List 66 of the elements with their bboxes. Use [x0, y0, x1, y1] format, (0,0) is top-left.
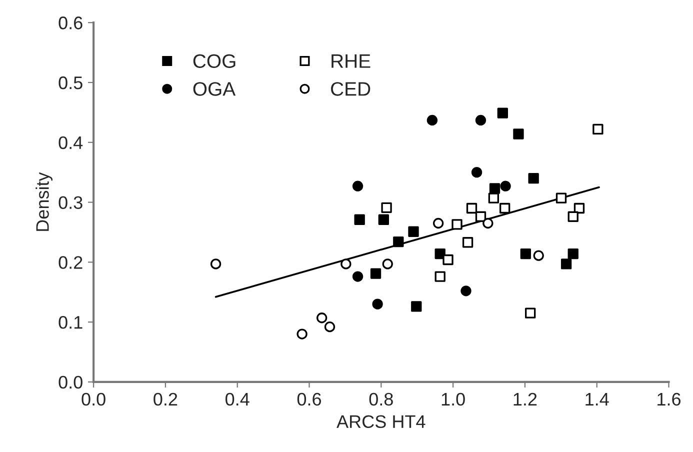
point [513, 128, 524, 140]
y-tick-label: 0.4 [58, 136, 83, 150]
point [452, 219, 462, 230]
point [352, 180, 364, 192]
y-tick-label: 0.5 [58, 76, 82, 90]
point [475, 211, 486, 222]
point [432, 218, 444, 229]
point [381, 202, 392, 213]
x-tick-label: 1.0 [442, 392, 465, 406]
point [354, 214, 365, 225]
legend-label: CED [331, 82, 370, 96]
point [560, 258, 572, 270]
point [393, 236, 404, 248]
point [568, 211, 578, 222]
y-tick-label: 0.3 [58, 196, 82, 209]
point [352, 271, 364, 282]
point [370, 268, 382, 279]
point [471, 166, 482, 178]
point [382, 258, 393, 270]
x-tick-label: 1.2 [514, 392, 537, 406]
point [500, 180, 511, 192]
x-tick-label: 0.2 [154, 392, 178, 406]
y-axis-title: Density [36, 172, 52, 231]
point [497, 108, 508, 118]
y-tick-label: 0.1 [58, 316, 82, 329]
point [434, 271, 446, 282]
point [408, 226, 419, 237]
point [442, 254, 454, 266]
point [372, 298, 383, 310]
y-tick-label: 0.0 [58, 376, 82, 389]
y-tick-label: 0.6 [58, 16, 82, 30]
x-tick-label: 1.4 [586, 393, 609, 406]
point [324, 322, 336, 332]
point [556, 192, 567, 204]
point [340, 258, 352, 270]
point [296, 328, 308, 340]
point [528, 172, 539, 184]
point [316, 312, 328, 324]
y-tick-label: 0.2 [58, 256, 82, 269]
legend-label: COG [193, 54, 236, 68]
x-tick-label: 0.6 [297, 392, 322, 406]
point [426, 114, 438, 126]
point [533, 250, 544, 261]
point [462, 237, 474, 248]
x-tick-label: 1.6 [658, 392, 680, 406]
legend-label: OGA [193, 82, 236, 96]
point [466, 202, 478, 214]
x-tick-label: 0.0 [82, 392, 106, 406]
point [488, 192, 500, 204]
point [411, 301, 422, 312]
legend-label: RHE [332, 54, 370, 68]
point [499, 202, 510, 214]
point [210, 258, 222, 270]
point [568, 248, 578, 260]
point [574, 202, 585, 214]
point [520, 248, 531, 260]
point [482, 218, 494, 229]
point [475, 114, 486, 126]
point [592, 124, 604, 135]
point [460, 286, 472, 296]
x-axis-title: ARCS HT4 [336, 415, 426, 428]
point [489, 183, 500, 194]
point [378, 214, 389, 225]
x-tick-label: 0.8 [369, 392, 393, 406]
x-tick-label: 0.4 [226, 392, 250, 406]
point [525, 308, 536, 318]
